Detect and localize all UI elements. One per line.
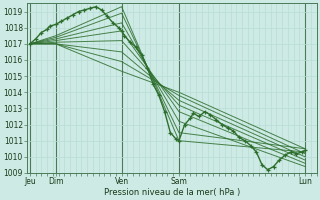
X-axis label: Pression niveau de la mer( hPa ): Pression niveau de la mer( hPa ) — [104, 188, 240, 197]
